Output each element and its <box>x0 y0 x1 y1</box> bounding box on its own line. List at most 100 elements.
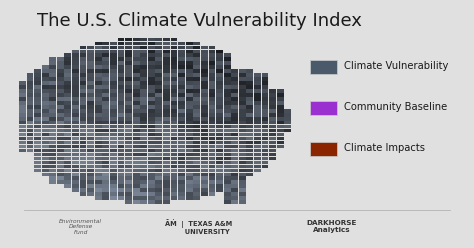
Bar <box>163 73 170 77</box>
Bar <box>155 196 162 200</box>
Bar <box>87 125 94 128</box>
Bar <box>140 192 147 196</box>
Bar <box>171 177 177 180</box>
Bar <box>133 58 139 61</box>
Bar <box>140 153 147 156</box>
Bar <box>19 149 26 152</box>
Bar <box>231 129 238 132</box>
Bar <box>239 89 246 93</box>
Bar <box>216 129 223 132</box>
Bar <box>27 125 33 128</box>
Bar <box>34 109 41 113</box>
Bar <box>209 157 215 160</box>
Bar <box>19 89 26 93</box>
Bar <box>118 62 124 65</box>
Bar <box>140 157 147 160</box>
Bar <box>118 173 124 176</box>
Bar <box>102 145 109 148</box>
Bar <box>231 81 238 85</box>
Bar <box>193 85 200 89</box>
Bar <box>163 85 170 89</box>
Bar <box>80 89 86 93</box>
Bar <box>140 181 147 184</box>
Bar <box>19 129 26 132</box>
Bar <box>27 77 33 81</box>
Bar <box>254 129 261 132</box>
Bar <box>140 85 147 89</box>
Bar <box>125 145 132 148</box>
Bar <box>64 117 71 121</box>
Bar <box>125 173 132 176</box>
Bar <box>171 89 177 93</box>
Bar <box>277 117 283 121</box>
Bar <box>201 145 208 148</box>
Bar <box>231 185 238 188</box>
Bar <box>193 185 200 188</box>
Bar <box>42 153 48 156</box>
Bar <box>201 62 208 65</box>
Bar <box>231 105 238 109</box>
Bar <box>148 77 155 81</box>
Bar <box>231 157 238 160</box>
Bar <box>57 169 64 172</box>
Bar <box>64 89 71 93</box>
Bar <box>163 196 170 200</box>
Bar <box>19 97 26 101</box>
Bar <box>262 113 268 117</box>
Bar <box>118 121 124 124</box>
Bar <box>125 89 132 93</box>
Bar <box>80 85 86 89</box>
Bar <box>178 77 185 81</box>
Bar <box>224 177 230 180</box>
Bar <box>201 177 208 180</box>
Bar <box>72 89 79 93</box>
Bar <box>140 89 147 93</box>
Bar <box>102 62 109 65</box>
Bar <box>57 125 64 128</box>
Bar <box>110 121 117 124</box>
Bar <box>216 117 223 121</box>
Bar <box>231 173 238 176</box>
Bar <box>239 185 246 188</box>
Bar <box>201 117 208 121</box>
Bar <box>42 141 48 144</box>
Bar <box>110 77 117 81</box>
Bar <box>186 97 192 101</box>
Bar <box>118 125 124 128</box>
Bar <box>72 50 79 53</box>
Bar <box>133 62 139 65</box>
Bar <box>262 165 268 168</box>
Bar <box>95 196 101 200</box>
Bar <box>239 109 246 113</box>
Bar <box>163 77 170 81</box>
Bar <box>118 105 124 109</box>
Bar <box>163 81 170 85</box>
Bar <box>64 177 71 180</box>
Bar <box>163 125 170 128</box>
Bar <box>262 73 268 77</box>
Bar <box>216 133 223 136</box>
Bar <box>224 200 230 204</box>
Bar <box>201 113 208 117</box>
Bar <box>49 109 56 113</box>
Text: Community Baseline: Community Baseline <box>344 102 447 112</box>
Bar <box>163 133 170 136</box>
Bar <box>186 125 192 128</box>
Bar <box>155 69 162 73</box>
Bar <box>246 93 253 97</box>
Bar <box>72 145 79 148</box>
Bar <box>216 54 223 57</box>
Bar <box>57 141 64 144</box>
Bar <box>95 157 101 160</box>
Bar <box>224 141 230 144</box>
Bar <box>49 129 56 132</box>
Bar <box>102 109 109 113</box>
Bar <box>140 188 147 192</box>
Bar <box>95 73 101 77</box>
Bar <box>254 137 261 140</box>
Bar <box>110 137 117 140</box>
Bar <box>239 81 246 85</box>
Bar <box>140 62 147 65</box>
Bar <box>118 65 124 69</box>
Bar <box>178 169 185 172</box>
